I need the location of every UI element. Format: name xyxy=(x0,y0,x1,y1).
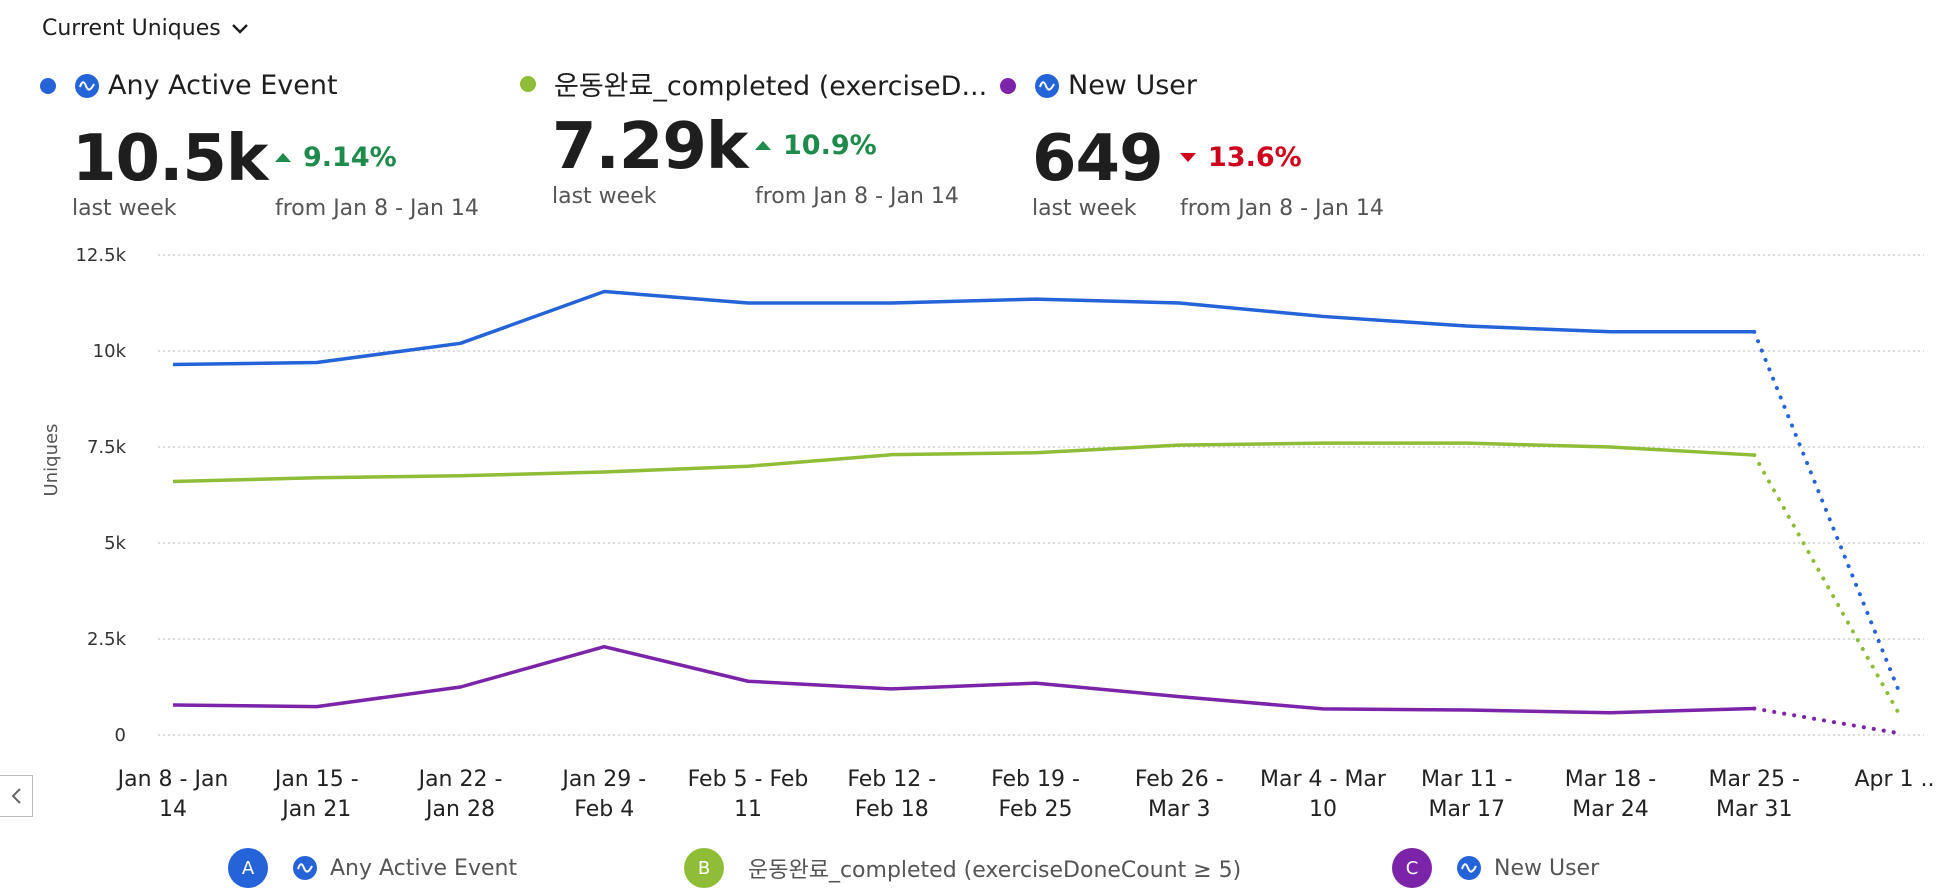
series-name: 운동완료_completed (exerciseD... xyxy=(554,71,988,102)
series-badge: C xyxy=(1392,848,1432,888)
y-tick-label: 12.5k xyxy=(75,245,126,266)
y-tick-label: 2.5k xyxy=(87,629,127,650)
period-label: last week xyxy=(72,196,177,221)
metric-value: 649 xyxy=(1032,122,1164,196)
legend-label: New User xyxy=(1494,855,1600,881)
legend-label: Any Active Event xyxy=(330,855,518,881)
chevron-left-icon xyxy=(11,788,21,804)
series-line-completed-exercisedonecount-5[interactable] xyxy=(172,441,1755,484)
series-header: 운동완료_completed (exerciseD... xyxy=(520,64,987,103)
y-tick-label: 10k xyxy=(93,341,127,362)
legend-item-any-active-event[interactable]: A Any Active Event xyxy=(228,848,517,888)
scroll-left-button[interactable] xyxy=(0,775,33,817)
legend-item-exercise-completed[interactable]: B 운동완료_completed (exerciseDoneCount ≥ 5) xyxy=(684,848,1241,888)
legend-item-new-user[interactable]: C New User xyxy=(1392,848,1599,888)
series-incomplete-segment-any-active-event[interactable] xyxy=(1752,329,1900,691)
event-icon xyxy=(1457,856,1481,880)
x-tick-label: Jan 29 -Feb 4 xyxy=(560,767,646,822)
x-tick-label: Apr 1 ... xyxy=(1854,767,1936,792)
x-tick-label: Jan 15 -Jan 21 xyxy=(273,767,359,822)
legend-label: 운동완료_completed (exerciseDoneCount ≥ 5) xyxy=(748,858,1242,883)
x-tick-label: Mar 25 -Mar 31 xyxy=(1709,767,1800,822)
x-tick-label: Feb 26 -Mar 3 xyxy=(1135,767,1224,822)
x-tick-label: Feb 5 - Feb 11 xyxy=(688,767,809,822)
change-indicator: 10.9% xyxy=(755,130,877,161)
metric-value: 10.5k xyxy=(72,122,268,196)
series-incomplete-segment-new-user[interactable] xyxy=(1752,706,1900,736)
arrow-down-icon xyxy=(1180,153,1196,162)
series-lines[interactable] xyxy=(172,289,1900,736)
series-header: Any Active Event xyxy=(40,70,338,101)
event-icon xyxy=(293,856,317,880)
x-tick-label: Feb 12 -Feb 18 xyxy=(847,767,936,822)
event-icon xyxy=(1035,73,1059,98)
series-header: New User xyxy=(1000,70,1197,101)
y-axis-ticks: 0 2.5k 5k 7.5k 10k 12.5k xyxy=(75,245,126,746)
y-tick-label: 5k xyxy=(104,533,126,554)
series-line-any-active-event[interactable] xyxy=(172,289,1755,367)
gridlines xyxy=(158,254,1924,736)
series-dot xyxy=(520,75,536,92)
arrow-up-icon xyxy=(755,141,771,150)
series-incomplete-segment-completed-exercisedonecount-5[interactable] xyxy=(1752,453,1900,714)
series-badge: B xyxy=(684,848,724,888)
series-badge: A xyxy=(228,848,268,888)
series-dot xyxy=(1000,77,1016,94)
x-tick-label: Jan 8 - Jan 14 xyxy=(116,767,229,822)
series-name: Any Active Event xyxy=(108,70,338,101)
metric-value: 7.29k xyxy=(552,110,748,184)
y-axis-title: Uniques xyxy=(41,424,62,497)
x-axis-ticks: Jan 8 - Jan 14 Jan 15 -Jan 21 Jan 22 -Jan 2… xyxy=(116,767,1936,822)
x-tick-label: Mar 11 -Mar 17 xyxy=(1421,767,1512,822)
chevron-down-icon xyxy=(231,23,248,34)
compare-label: from Jan 8 - Jan 14 xyxy=(755,184,959,209)
change-indicator: 13.6% xyxy=(1180,142,1302,173)
metric-dropdown-label: Current Uniques xyxy=(42,16,221,41)
arrow-up-icon xyxy=(275,153,291,162)
event-icon xyxy=(75,73,99,98)
x-tick-label: Jan 22 -Jan 28 xyxy=(417,767,503,822)
period-label: last week xyxy=(1032,196,1137,221)
change-value: 10.9% xyxy=(783,130,877,161)
x-tick-label: Mar 4 - Mar 10 xyxy=(1260,767,1387,822)
compare-label: from Jan 8 - Jan 14 xyxy=(275,196,479,221)
y-tick-label: 7.5k xyxy=(87,437,127,458)
x-tick-label: Feb 19 -Feb 25 xyxy=(991,767,1080,822)
compare-label: from Jan 8 - Jan 14 xyxy=(1180,196,1384,221)
change-value: 13.6% xyxy=(1208,142,1302,173)
metric-dropdown[interactable]: Current Uniques xyxy=(42,16,249,41)
y-tick-label: 0 xyxy=(115,725,126,746)
period-label: last week xyxy=(552,184,657,209)
series-name: New User xyxy=(1068,70,1198,101)
change-indicator: 9.14% xyxy=(275,142,397,173)
x-tick-label: Mar 18 -Mar 24 xyxy=(1565,767,1656,822)
series-dot xyxy=(40,77,56,94)
series-line-new-user[interactable] xyxy=(172,644,1755,715)
change-value: 9.14% xyxy=(303,142,397,173)
